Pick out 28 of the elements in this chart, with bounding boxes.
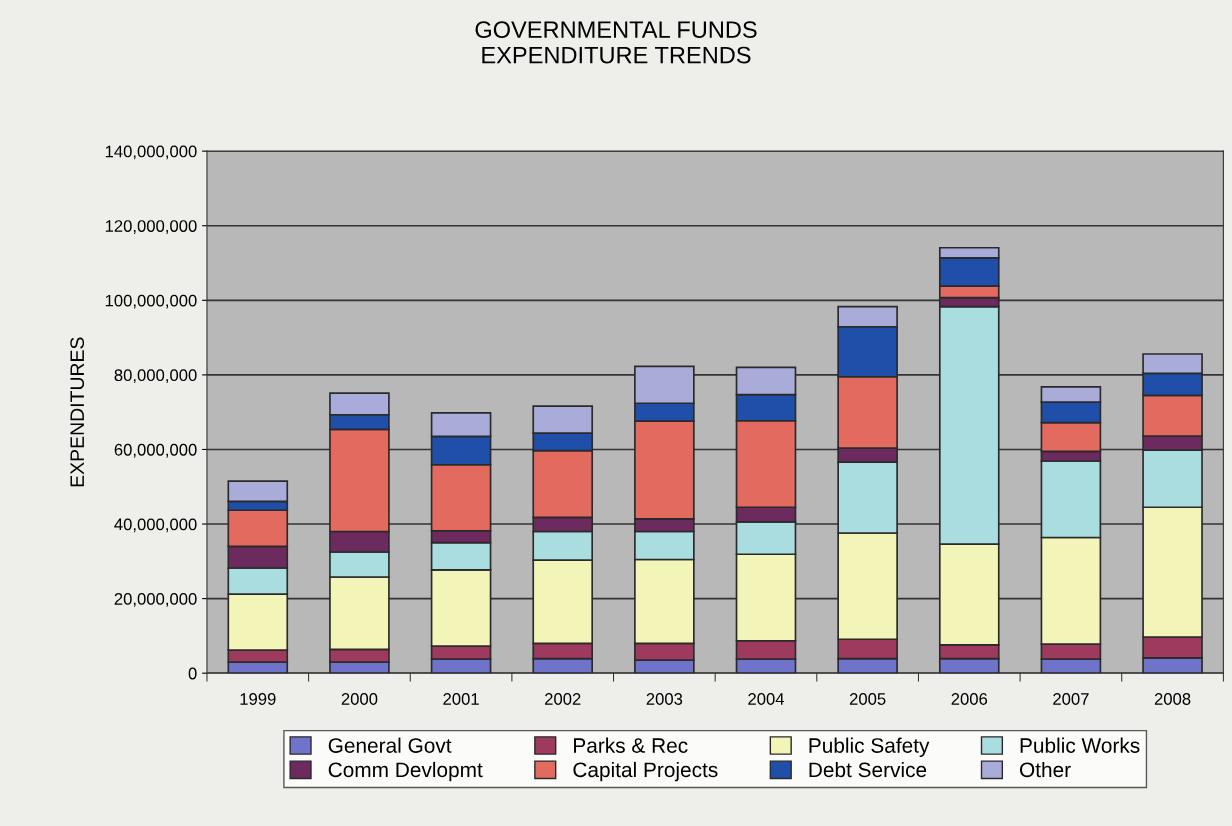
legend-label: Comm Devlopmt [328, 761, 483, 782]
x-tick-label: 1999 [240, 693, 276, 705]
y-tick-label: 140,000,000 [105, 145, 197, 160]
y-axis-title: EXPENDITURES [70, 337, 85, 487]
legend-label: Capital Projects [573, 761, 718, 782]
legend-label: Public Works [1020, 737, 1140, 753]
x-tick-label: 2008 [1154, 693, 1191, 705]
x-tick-label: 2000 [341, 693, 378, 705]
y-tick-label: 100,000,000 [105, 294, 197, 309]
y-tick-label: 40,000,000 [114, 518, 197, 533]
legend-label: Public Safety [809, 737, 930, 757]
x-tick-label: 2001 [443, 693, 479, 705]
y-tick-label: 20,000,000 [114, 593, 197, 607]
x-tick-label: 2007 [1053, 693, 1089, 705]
x-tick-label: 2006 [951, 693, 988, 705]
y-tick-label: 0 [188, 667, 197, 680]
legend-label: General Govt [328, 737, 452, 753]
legend-label: Debt Service [809, 761, 927, 778]
legend-label: Other [1019, 761, 1071, 778]
x-tick-label: 2003 [646, 693, 683, 705]
chart-title: GOVERNMENTAL FUNDS EXPENDITURE TRENDS [475, 21, 757, 64]
x-tick-label: 2002 [545, 693, 581, 705]
y-tick-label: 120,000,000 [105, 220, 197, 234]
x-tick-label: 2005 [849, 693, 886, 705]
x-tick-label: 2004 [748, 693, 785, 705]
y-tick-label: 60,000,000 [114, 443, 197, 458]
legend-label: Parks & Rec [574, 737, 688, 753]
y-tick-label: 80,000,000 [114, 369, 197, 384]
